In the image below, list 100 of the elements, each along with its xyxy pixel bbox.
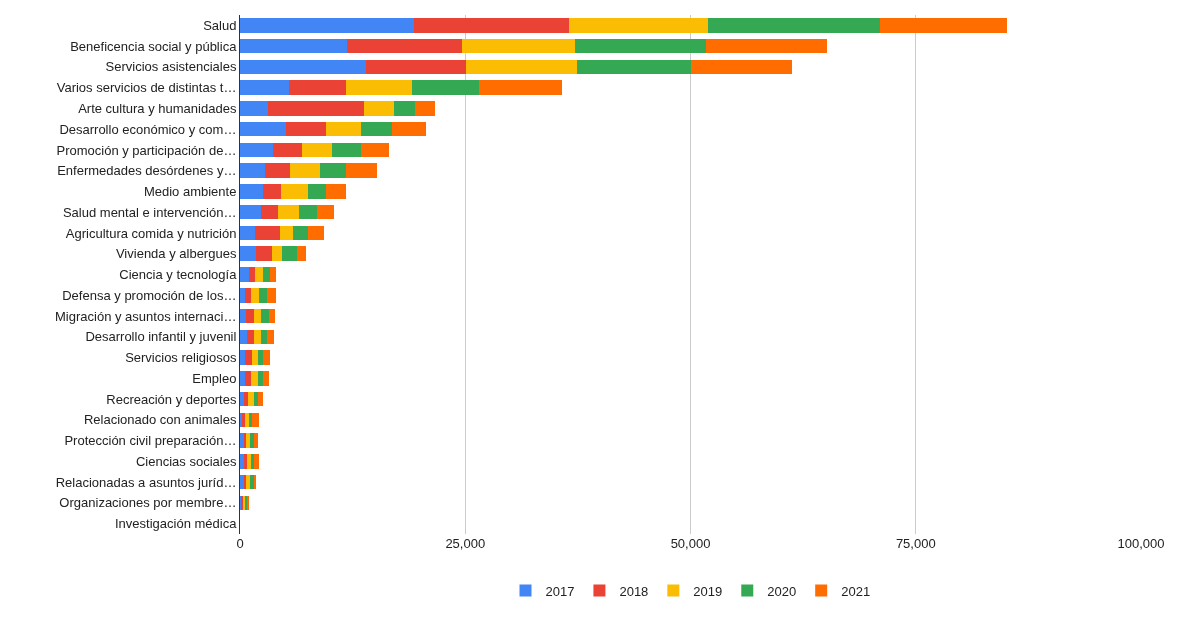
x-tick-label: 25,000 (445, 536, 486, 551)
bar (575, 38, 706, 54)
bar (316, 204, 334, 220)
bar (240, 329, 248, 345)
bar (256, 246, 272, 262)
bar (366, 59, 467, 75)
bar (250, 287, 259, 303)
bar (258, 350, 264, 365)
y-tick-label: Enfermedades desórdenes y… (57, 163, 237, 179)
bar (279, 225, 294, 241)
bar (263, 267, 270, 282)
bar (466, 59, 577, 75)
bar (360, 121, 393, 137)
bar (245, 350, 252, 365)
y-tick-label: Promoción y participación de… (56, 142, 237, 158)
x-tick-label: 0 (236, 536, 244, 551)
y-tick-label: Salud mental e intervención… (62, 204, 237, 220)
bar (267, 287, 277, 303)
bar (240, 18, 414, 33)
bar (240, 287, 246, 303)
bar (346, 163, 377, 178)
bar (271, 246, 283, 262)
bar (412, 80, 479, 95)
legend-label: 2021 (841, 583, 871, 599)
bar (240, 80, 289, 95)
bar (308, 225, 324, 241)
bar (307, 184, 326, 199)
bar (461, 38, 576, 54)
bar (249, 474, 254, 490)
legend-label: 2018 (619, 583, 649, 599)
bar (258, 391, 263, 407)
bar (249, 267, 256, 282)
bar (240, 121, 286, 137)
bar (302, 142, 332, 158)
bar (240, 101, 268, 116)
y-tick-label: Salud (203, 17, 237, 33)
y-tick-label: Medio ambiente (143, 184, 237, 200)
bar (245, 287, 251, 303)
bar (251, 412, 259, 428)
bar (248, 391, 254, 407)
bar (251, 350, 259, 365)
bar (705, 38, 827, 54)
y-tick-label: Migración y asuntos internaci… (55, 308, 237, 324)
bar (289, 163, 321, 178)
y-tick-label: Desarrollo infantil y juvenil (85, 329, 237, 345)
bar (250, 371, 259, 386)
y-tick-label: Servicios religiosos (125, 350, 237, 366)
bar (246, 308, 255, 324)
bar (394, 101, 415, 116)
bar (267, 329, 275, 345)
bar (320, 163, 347, 178)
bar (249, 433, 254, 448)
bar (360, 142, 389, 158)
bar (249, 412, 252, 428)
bar (255, 225, 280, 241)
bar (293, 225, 309, 241)
bar (267, 101, 365, 116)
bar (879, 18, 1007, 33)
bar (240, 267, 250, 282)
legend-label: 2020 (767, 583, 797, 599)
y-tick-label: Varios servicios de distintas t… (56, 80, 237, 96)
y-tick-label: Desarrollo económico y com… (59, 121, 237, 137)
y-tick-label: Protección civil preparación… (64, 433, 237, 449)
bar (240, 204, 261, 220)
bar (253, 433, 259, 448)
bar (331, 142, 361, 158)
y-tick-label: Ciencia y tecnología (119, 267, 238, 283)
bar (240, 163, 266, 178)
y-tick-label: Beneficencia social y pública (70, 38, 238, 54)
bar (254, 329, 261, 345)
bar (240, 371, 246, 386)
bar (245, 412, 250, 428)
bar (268, 308, 276, 324)
bar (240, 142, 274, 158)
bar (269, 267, 277, 282)
bar (281, 184, 308, 199)
bar (414, 101, 435, 116)
y-tick-label: Relacionado con animales (83, 412, 237, 428)
bar (265, 163, 290, 178)
bar (325, 121, 361, 137)
bar (325, 184, 347, 199)
bar (240, 246, 257, 262)
bar (263, 350, 270, 365)
bar (282, 246, 297, 262)
y-tick-label: Arte cultura y humanidades (78, 100, 237, 116)
y-tick-label: Vivienda y albergues (115, 246, 237, 262)
y-tick-label: Ciencias sociales (135, 453, 237, 469)
y-tick-label: Relacionadas a asuntos juríd… (55, 474, 237, 490)
bar (277, 204, 299, 220)
bar (258, 287, 268, 303)
bar (254, 308, 261, 324)
bar (263, 371, 269, 386)
bar (262, 184, 282, 199)
bar (255, 267, 264, 282)
bar (247, 329, 255, 345)
bar (240, 308, 247, 324)
y-tick-label: Empleo (192, 370, 237, 386)
bar (296, 246, 306, 262)
bar (347, 38, 462, 54)
bar (258, 371, 264, 386)
